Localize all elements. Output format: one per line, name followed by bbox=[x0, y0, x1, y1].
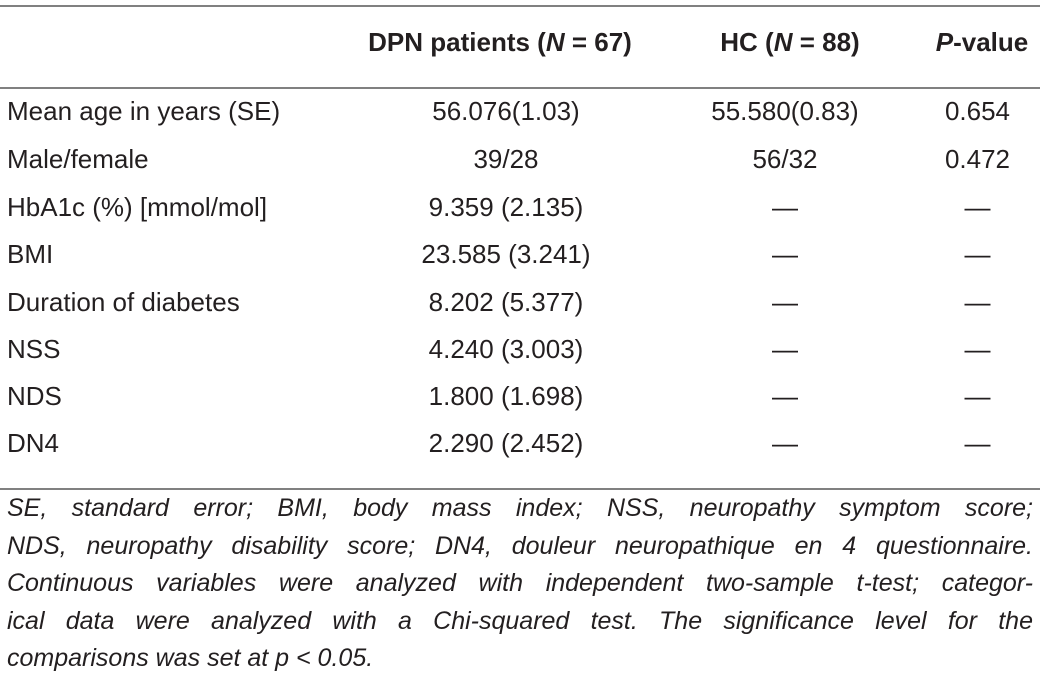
row-variable-label: BMI bbox=[7, 239, 54, 269]
row-dpn-value: 9.359 (2.135) bbox=[428, 192, 584, 222]
row-dpn-value: 39/28 bbox=[473, 144, 539, 174]
row-hc-value: — bbox=[772, 287, 798, 317]
row-dpn-value: 56.076(1.03) bbox=[432, 96, 580, 126]
row-variable-label: Male/female bbox=[7, 144, 149, 174]
row-variable-label: Mean age in years (SE) bbox=[7, 96, 281, 126]
row-hc-value: 56/32 bbox=[752, 144, 818, 174]
row-p-value: — bbox=[964, 334, 991, 364]
table-bottom-rule bbox=[0, 488, 1040, 490]
table-row: NDS 1.800 (1.698) — — bbox=[0, 376, 1040, 423]
row-hc-value: — bbox=[772, 428, 798, 458]
footnote-line: SE, standard error; BMI, body mass index… bbox=[7, 494, 1033, 522]
row-hc-value: — bbox=[772, 381, 798, 411]
row-dpn-value: 2.290 (2.452) bbox=[428, 428, 584, 458]
row-p-value: — bbox=[964, 428, 991, 458]
table-row: NSS 4.240 (3.003) — — bbox=[0, 329, 1040, 376]
footnote-line: NDS, neuropathy disability score; DN4, d… bbox=[7, 531, 1033, 560]
table-row: Male/female 39/28 56/32 0.472 bbox=[0, 139, 1040, 186]
table-header-rule bbox=[0, 87, 1040, 89]
table-row: HbA1c (%) [mmol/mol] 9.359 (2.135) — — bbox=[0, 187, 1040, 234]
table-row: Duration of diabetes 8.202 (5.377) — — bbox=[0, 282, 1040, 329]
row-dpn-value: 4.240 (3.003) bbox=[428, 334, 584, 364]
row-hc-value: — bbox=[772, 334, 798, 364]
row-variable-label: Duration of diabetes bbox=[7, 287, 240, 317]
row-variable-label: NDS bbox=[7, 381, 62, 411]
footnote-line: comparisons was set at p < 0.05. bbox=[7, 644, 374, 672]
table-footnote: SE, standard error; BMI, body mass index… bbox=[7, 490, 1033, 678]
table-row: Mean age in years (SE) 56.076(1.03) 55.5… bbox=[0, 91, 1040, 138]
table-header-row: DPN patients (N = 67) HC (N = 88) P-valu… bbox=[0, 22, 1040, 62]
row-dpn-value: 8.202 (5.377) bbox=[428, 287, 584, 317]
row-p-value: — bbox=[964, 239, 991, 269]
row-p-value: 0.654 bbox=[944, 96, 1011, 126]
row-dpn-value: 23.585 (3.241) bbox=[421, 239, 591, 269]
row-p-value: — bbox=[964, 287, 991, 317]
table-row: BMI 23.585 (3.241) — — bbox=[0, 234, 1040, 281]
row-variable-label: DN4 bbox=[7, 428, 60, 458]
row-dpn-value: 1.800 (1.698) bbox=[428, 381, 584, 411]
header-p-value: P-value bbox=[935, 27, 1029, 57]
footnote-line: ical data were analyzed with a Chi-squar… bbox=[7, 606, 1033, 635]
header-hc: HC (N = 88) bbox=[720, 27, 860, 57]
row-hc-value: — bbox=[772, 239, 798, 269]
row-p-value: — bbox=[964, 381, 991, 411]
row-p-value: — bbox=[964, 192, 991, 222]
table-row: DN4 2.290 (2.452) — — bbox=[0, 423, 1040, 470]
table-top-rule bbox=[0, 5, 1040, 7]
header-dpn-patients: DPN patients (N = 67) bbox=[368, 27, 632, 57]
row-variable-label: HbA1c (%) [mmol/mol] bbox=[7, 192, 268, 222]
row-variable-label: NSS bbox=[7, 334, 61, 364]
row-hc-value: 55.580(0.83) bbox=[711, 96, 859, 126]
row-p-value: 0.472 bbox=[944, 144, 1011, 174]
row-hc-value: — bbox=[772, 192, 798, 222]
footnote-line: Continuous variables were analyzed with … bbox=[7, 569, 1033, 597]
